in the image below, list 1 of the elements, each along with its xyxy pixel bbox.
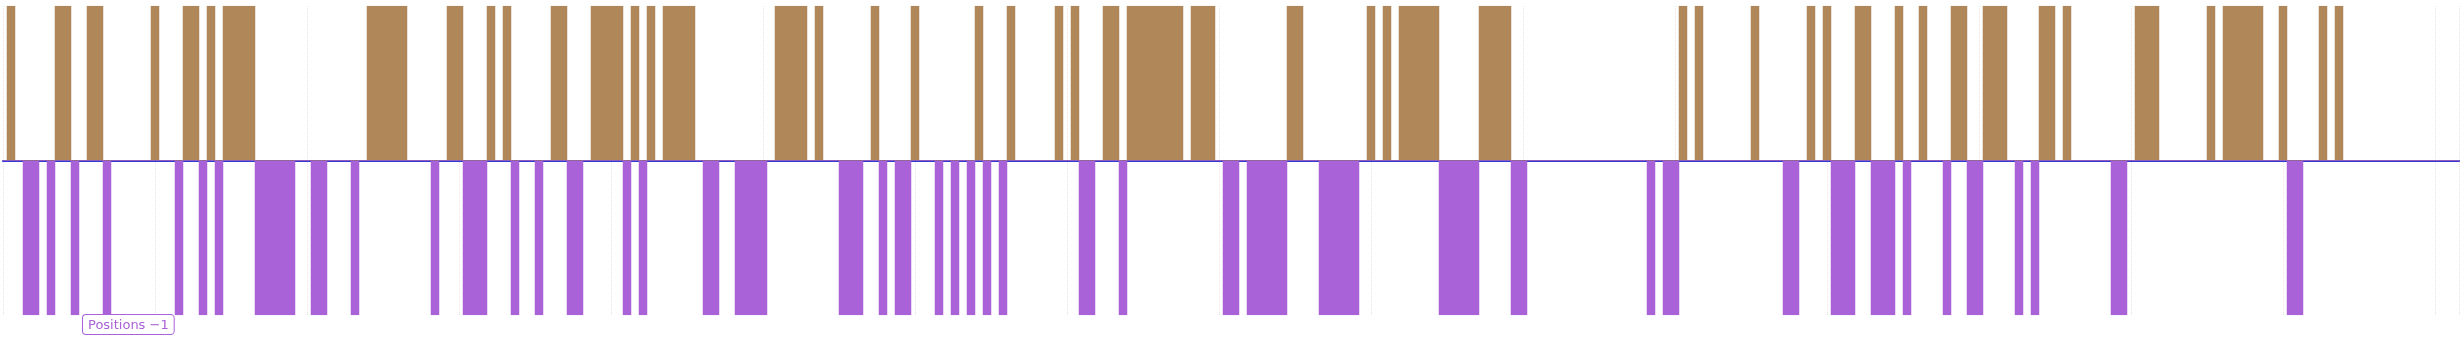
text: Positions −1 xyxy=(88,317,169,332)
